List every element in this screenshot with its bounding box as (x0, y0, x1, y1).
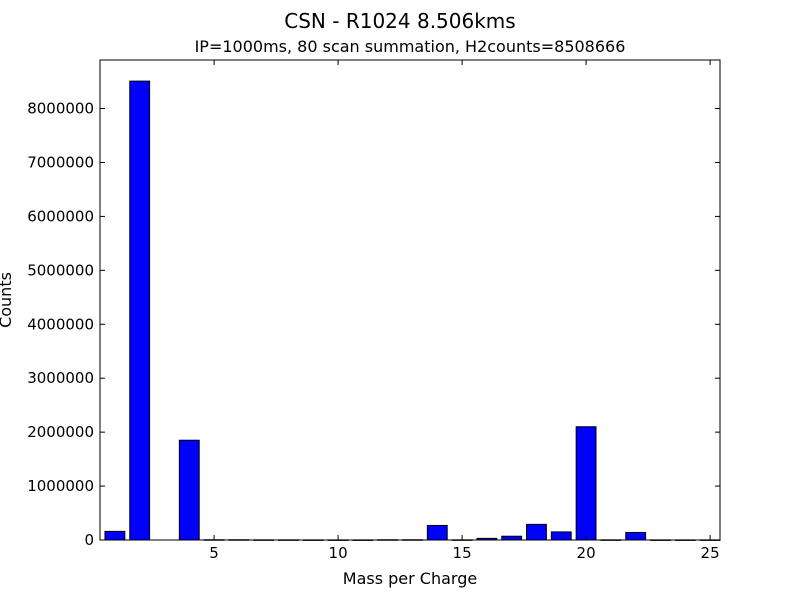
bar-mz-20 (575, 426, 597, 541)
y-tick-label-4000000: 4000000 (27, 315, 94, 333)
y-axis-ticks: 0 1000000 2000000 3000000 4000000 5000000 6000… (27, 100, 720, 549)
x-tick-label-25: 25 (701, 544, 720, 562)
bar-mz-19 (550, 531, 572, 541)
y-tick-label-6000000: 6000000 (27, 207, 94, 225)
y-axis-label: Counts (0, 272, 15, 328)
x-tick-label-20: 20 (577, 544, 596, 562)
chart-subtitle: IP=1000ms, 80 scan summation, H2counts=8… (195, 37, 626, 56)
bar-mz-22 (625, 531, 647, 541)
bar-mz-4 (178, 439, 200, 541)
x-tick-label-10: 10 (329, 544, 348, 562)
x-axis-label: Mass per Charge (343, 569, 477, 588)
bar-mz-1 (104, 530, 126, 541)
bar-mz-17 (501, 535, 523, 541)
y-tick-label-1000000: 1000000 (27, 477, 94, 495)
x-axis-ticks: 5 10 15 20 25 (209, 60, 720, 562)
bar-mz-14 (426, 524, 448, 541)
plot-frame (99, 59, 721, 541)
bar-mz-2 (129, 80, 151, 541)
y-tick-label-2000000: 2000000 (27, 423, 94, 441)
y-tick-label-5000000: 5000000 (27, 261, 94, 279)
x-tick-label-5: 5 (209, 544, 219, 562)
x-tick-label-15: 15 (453, 544, 472, 562)
bars-group (104, 80, 721, 541)
chart-title: CSN - R1024 8.506kms (284, 9, 515, 33)
y-tick-label-8000000: 8000000 (27, 100, 94, 118)
y-tick-label-3000000: 3000000 (27, 369, 94, 387)
y-tick-label-0: 0 (84, 531, 94, 549)
y-tick-label-7000000: 7000000 (27, 153, 94, 171)
bar-mz-18 (526, 523, 547, 541)
